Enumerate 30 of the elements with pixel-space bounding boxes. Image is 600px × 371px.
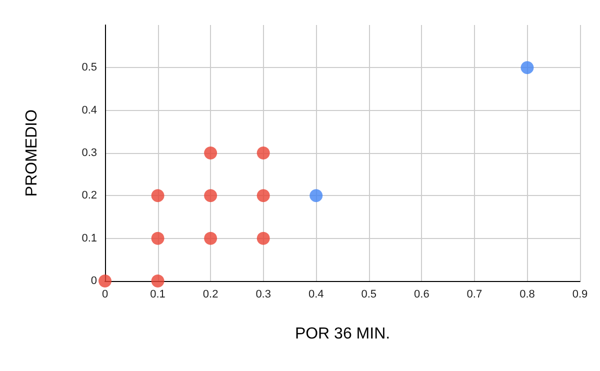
point	[204, 146, 218, 160]
point	[151, 232, 164, 245]
y-tick-label: 0	[90, 275, 97, 287]
x-tick-label: 0.6	[414, 288, 430, 300]
y-tick-label: 0.2	[82, 190, 97, 202]
x-tick-label: 0.5	[361, 288, 377, 300]
x-tick-label: 0.2	[202, 288, 218, 300]
point	[151, 189, 164, 202]
x-tick-label: 0	[102, 288, 108, 300]
point	[310, 189, 323, 202]
y-tick-label: 0.3	[82, 147, 97, 159]
x-tick-label: 0.4	[308, 288, 324, 300]
point	[98, 274, 112, 288]
x-tick-label: 0.9	[572, 288, 588, 300]
point	[256, 232, 270, 245]
point	[204, 232, 218, 245]
y-tick-label: 0.4	[82, 104, 97, 116]
y-tick-label: 0.5	[82, 62, 97, 74]
point	[520, 61, 534, 74]
point	[256, 146, 270, 160]
x-tick-label: 0.7	[466, 288, 482, 300]
point	[204, 189, 218, 202]
point	[151, 274, 164, 288]
x-tick-label: 0.8	[520, 288, 535, 300]
x-axis-title: POR 36 MIN.	[294, 326, 390, 342]
y-tick-label: 0.1	[82, 232, 97, 244]
x-tick-label: 0.3	[256, 288, 271, 300]
y-axis-title: PROMEDIO	[24, 109, 40, 197]
point	[256, 189, 270, 202]
x-tick-label: 0.1	[150, 288, 166, 300]
